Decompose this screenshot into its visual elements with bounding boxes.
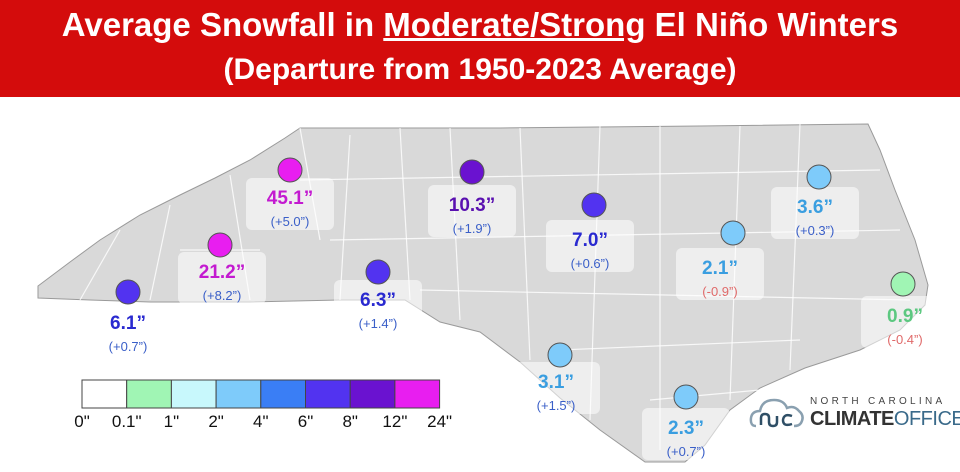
county-border — [399, 127, 411, 301]
station-dot — [890, 271, 916, 297]
station-dot — [720, 220, 746, 246]
legend-swatch — [260, 379, 306, 409]
title-banner: Average Snowfall in Moderate/Strong El N… — [0, 0, 960, 97]
snowfall-departure: (-0.4”) — [887, 332, 922, 347]
county-border — [79, 229, 121, 301]
station-label-bg — [861, 296, 949, 348]
county-border — [649, 389, 761, 401]
station-label-bg — [178, 252, 266, 304]
map-title: Average Snowfall in Moderate/Strong El N… — [61, 6, 899, 43]
legend-swatch — [170, 379, 217, 409]
snowfall-value: 45.1” — [267, 188, 313, 209]
county-border — [789, 123, 801, 371]
legend-swatch — [394, 379, 441, 409]
station-label-bg — [246, 178, 334, 230]
station-label-bg — [334, 280, 422, 332]
snowfall-departure: (+0.7”) — [667, 444, 706, 459]
snowfall-value: 7.0” — [572, 230, 608, 251]
station-dot — [365, 259, 391, 285]
snowfall-value: 3.1” — [538, 372, 574, 393]
station-dot — [207, 232, 233, 258]
station-label-bg — [771, 187, 859, 239]
legend-tick-label: 12" — [382, 412, 407, 431]
snowfall-departure: (+0.7”) — [109, 339, 148, 354]
station-label-bg — [676, 248, 764, 300]
map-subtitle: (Departure from 1950-2023 Average) — [223, 53, 737, 86]
station-marker: 21.2” (+8.2”) — [178, 232, 266, 304]
nc-climate-office-logo: NORTH CAROLINA CLIMATEOFFICE — [748, 392, 960, 432]
station-label-bg — [546, 220, 634, 272]
snowfall-departure: (+0.3”) — [796, 223, 835, 238]
snowfall-value: 6.1” — [110, 313, 146, 334]
legend-swatch — [349, 379, 396, 409]
station-dot — [459, 159, 485, 185]
station-marker: 2.3” (+0.7”) — [642, 384, 730, 460]
station-marker: 6.3” (+1.4”) — [334, 259, 422, 332]
station-label-bg — [642, 408, 730, 460]
legend-tick-label: 8" — [342, 412, 358, 431]
snowfall-value: 21.2” — [199, 262, 245, 283]
station-dot — [547, 342, 573, 368]
snowfall-departure: (-0.9”) — [702, 284, 737, 299]
legend-tick-label: 0" — [74, 412, 90, 431]
snowfall-value: 6.3” — [360, 290, 396, 311]
snowfall-departure: (+8.2”) — [203, 288, 242, 303]
county-border — [299, 169, 881, 181]
station-marker: 3.6” (+0.3”) — [771, 164, 859, 239]
legend-tick-label: 4" — [253, 412, 269, 431]
legend-swatch — [305, 379, 351, 409]
station-dot — [806, 164, 832, 190]
station-marker: 45.1” (+5.0”) — [246, 157, 334, 230]
snowfall-value: 3.6” — [797, 197, 833, 218]
station-marker: 7.0” (+0.6”) — [546, 192, 634, 272]
station-label-bg — [84, 303, 172, 355]
legend-swatch — [81, 379, 128, 409]
station-marker: 3.1” (+1.5”) — [512, 342, 600, 414]
county-border — [149, 204, 171, 301]
station-marker: 6.1” (+0.7”) — [84, 279, 172, 355]
legend-tick-label: 1" — [164, 412, 180, 431]
legend-tick-label: 6" — [298, 412, 314, 431]
station-dot — [581, 192, 607, 218]
station-dot — [277, 157, 303, 183]
station-marker: 0.9” (-0.4”) — [861, 271, 949, 348]
county-border — [519, 127, 531, 361]
station-label-bg — [512, 362, 600, 414]
legend-tick-label: 2" — [208, 412, 224, 431]
title-emphasis: Moderate/Strong — [383, 6, 646, 43]
color-legend: 0" 0.1" 1" 2" 4" 6" 8" 12" 24" — [74, 379, 452, 431]
legend-swatch — [215, 379, 262, 409]
legend-swatch — [126, 379, 172, 409]
station-dot — [673, 384, 699, 410]
station-label-bg — [428, 185, 516, 237]
station-dot — [115, 279, 141, 305]
county-border — [419, 289, 911, 301]
station-marker: 2.1” (-0.9”) — [676, 220, 764, 300]
snowfall-departure: (+1.4”) — [359, 316, 398, 331]
snowfall-departure: (+5.0”) — [271, 214, 310, 229]
station-marker: 10.3” (+1.9”) — [428, 159, 516, 237]
snowfall-value: 10.3” — [449, 195, 495, 216]
cloud-logo-icon — [749, 398, 804, 428]
snowfall-value: 2.1” — [702, 258, 738, 279]
legend-tick-label: 0.1" — [112, 412, 142, 431]
snowfall-value: 2.3” — [668, 418, 704, 439]
stations: 45.1” (+5.0”) 21.2” (+8.2”) 6.1” (+0.7”) 6.3” (… — [84, 157, 949, 460]
county-border — [559, 339, 801, 351]
snowfall-departure: (+0.6”) — [571, 256, 610, 271]
snowfall-departure: (+1.5”) — [537, 398, 576, 413]
legend-tick-label: 24" — [427, 412, 452, 431]
snowfall-value: 0.9” — [887, 306, 923, 327]
county-border — [339, 134, 351, 301]
snowfall-departure: (+1.9”) — [453, 221, 492, 236]
